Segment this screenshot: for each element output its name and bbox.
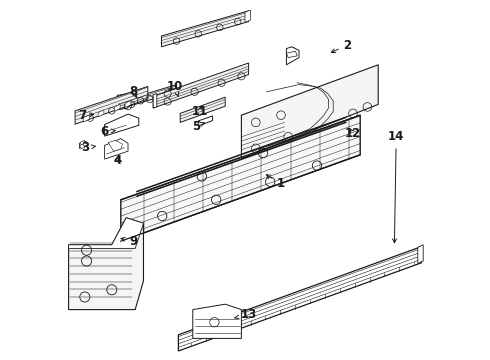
Polygon shape <box>178 247 421 351</box>
Polygon shape <box>75 86 148 124</box>
Polygon shape <box>79 141 88 148</box>
Polygon shape <box>98 110 104 117</box>
Text: 2: 2 <box>331 39 352 53</box>
Polygon shape <box>153 63 248 108</box>
Polygon shape <box>162 11 248 47</box>
Polygon shape <box>117 94 128 110</box>
Polygon shape <box>242 65 378 158</box>
Polygon shape <box>69 218 144 248</box>
Text: 5: 5 <box>192 120 204 132</box>
Text: 10: 10 <box>167 80 183 96</box>
Polygon shape <box>104 114 139 136</box>
Polygon shape <box>198 116 213 126</box>
Polygon shape <box>125 100 131 108</box>
Text: 7: 7 <box>78 109 94 122</box>
Polygon shape <box>84 115 90 122</box>
Polygon shape <box>79 144 85 148</box>
Text: 1: 1 <box>266 175 285 190</box>
Polygon shape <box>79 140 85 145</box>
Polygon shape <box>286 47 299 65</box>
Text: 6: 6 <box>100 125 115 138</box>
Text: 9: 9 <box>121 235 138 248</box>
Text: 8: 8 <box>129 85 138 98</box>
Polygon shape <box>117 85 176 110</box>
Text: 4: 4 <box>113 154 122 167</box>
Text: 3: 3 <box>81 141 96 154</box>
Polygon shape <box>286 51 297 58</box>
Polygon shape <box>193 304 242 338</box>
Text: 11: 11 <box>192 105 208 118</box>
Polygon shape <box>108 140 122 151</box>
Polygon shape <box>104 139 128 159</box>
Polygon shape <box>180 97 225 122</box>
Text: 14: 14 <box>388 130 404 243</box>
Text: 13: 13 <box>235 309 257 321</box>
Polygon shape <box>69 218 144 310</box>
Polygon shape <box>121 115 360 241</box>
Polygon shape <box>418 245 423 264</box>
Text: 12: 12 <box>345 127 361 140</box>
Polygon shape <box>153 94 157 108</box>
Polygon shape <box>114 104 120 111</box>
Polygon shape <box>245 10 250 22</box>
